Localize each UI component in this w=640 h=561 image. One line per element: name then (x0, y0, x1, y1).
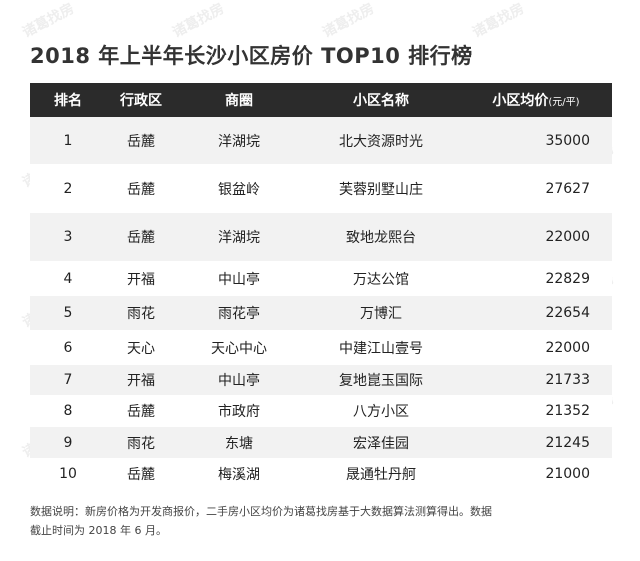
data-note: 数据说明：新房价格为开发商报价，二手房小区均价为诸葛找房基于大数据算法测算得出。… (30, 502, 612, 540)
cell-name: 八方小区 (353, 404, 409, 420)
data-note-line-2: 截止时间为 2018 年 6 月。 (30, 524, 167, 537)
cell-area: 天心中心 (211, 340, 267, 357)
cell-price: 21245 (545, 434, 590, 451)
watermark: 诸葛找房 (19, 0, 77, 42)
watermark: 诸葛找房 (319, 0, 377, 42)
cell-area: 市政府 (218, 404, 260, 420)
cell-area: 洋湖垸 (218, 133, 260, 150)
cell-name: 万达公馆 (353, 271, 409, 288)
cell-price: 35000 (545, 132, 590, 149)
cell-name: 复地崑玉国际 (339, 373, 423, 389)
cell-rank: 5 (63, 305, 73, 321)
header-price-label: 小区均价 (492, 93, 549, 109)
table-row: 4 开福 中山亭 万达公馆 22829 (30, 261, 612, 296)
cell-price: 21733 (545, 372, 590, 388)
cell-name: 宏泽佳园 (353, 435, 409, 452)
cell-district: 天心 (127, 340, 155, 357)
cell-district: 岳麓 (127, 181, 155, 198)
table-row: 9 雨花 东塘 宏泽佳园 21245 (30, 427, 612, 458)
cell-price: 21000 (545, 466, 590, 482)
watermark: 诸葛找房 (169, 0, 227, 42)
cell-district: 岳麓 (127, 467, 155, 483)
cell-name: 中建江山壹号 (339, 340, 423, 357)
header-district: 行政区 (120, 93, 162, 109)
cell-rank: 10 (59, 466, 77, 482)
cell-rank: 6 (63, 339, 73, 356)
table-row: 6 天心 天心中心 中建江山壹号 22000 (30, 330, 612, 365)
watermark: 诸葛找房 (469, 0, 527, 42)
cell-area: 银盆岭 (218, 181, 260, 198)
cell-name: 晟通牡丹舸 (346, 467, 416, 483)
cell-area: 东塘 (225, 435, 253, 452)
table-row: 2 岳麓 银盆岭 芙蓉别墅山庄 27627 (30, 164, 612, 213)
cell-district: 岳麓 (127, 404, 155, 420)
cell-district: 岳麓 (127, 133, 155, 150)
cell-name: 致地龙熙台 (346, 230, 416, 246)
cell-area: 中山亭 (218, 271, 260, 288)
cell-district: 岳麓 (127, 230, 155, 246)
header-price-unit: (元/平) (548, 97, 580, 108)
table-header: 排名 行政区 商圈 小区名称 小区均价(元/平) (30, 83, 612, 117)
cell-rank: 9 (63, 434, 73, 451)
cell-price: 21352 (545, 403, 590, 419)
ranking-table: 排名 行政区 商圈 小区名称 小区均价(元/平) 1 岳麓 洋湖垸 北大资源时光… (30, 83, 612, 490)
header-name: 小区名称 (353, 93, 409, 109)
cell-price: 22654 (545, 305, 590, 321)
table-row: 1 岳麓 洋湖垸 北大资源时光 35000 (30, 117, 612, 164)
cell-rank: 8 (63, 403, 73, 419)
table-row: 7 开福 中山亭 复地崑玉国际 21733 (30, 365, 612, 395)
cell-price: 27627 (545, 180, 590, 197)
cell-rank: 4 (63, 270, 73, 287)
cell-district: 雨花 (127, 306, 155, 322)
cell-area: 梅溪湖 (218, 467, 260, 483)
cell-rank: 1 (63, 132, 73, 149)
cell-rank: 7 (63, 372, 73, 388)
cell-rank: 2 (63, 180, 73, 197)
header-price: 小区均价(元/平) (460, 90, 612, 110)
cell-area: 洋湖垸 (218, 230, 260, 246)
cell-price: 22000 (545, 339, 590, 356)
cell-name: 万博汇 (360, 306, 402, 322)
cell-rank: 3 (63, 229, 73, 245)
table-row: 8 岳麓 市政府 八方小区 21352 (30, 395, 612, 427)
cell-price: 22829 (545, 270, 590, 287)
table-row: 3 岳麓 洋湖垸 致地龙熙台 22000 (30, 213, 612, 261)
page-title: 2018 年上半年长沙小区房价 TOP10 排行榜 (30, 44, 473, 68)
table-row: 10 岳麓 梅溪湖 晟通牡丹舸 21000 (30, 458, 612, 490)
cell-district: 雨花 (127, 435, 155, 452)
cell-name: 芙蓉别墅山庄 (339, 181, 423, 198)
cell-district: 开福 (127, 373, 155, 389)
header-area: 商圈 (225, 93, 253, 109)
cell-area: 雨花亭 (218, 306, 260, 322)
data-note-line-1: 数据说明：新房价格为开发商报价，二手房小区均价为诸葛找房基于大数据算法测算得出。… (30, 505, 492, 518)
cell-area: 中山亭 (218, 373, 260, 389)
table-row: 5 雨花 雨花亭 万博汇 22654 (30, 296, 612, 330)
cell-district: 开福 (127, 271, 155, 288)
cell-price: 22000 (545, 229, 590, 245)
cell-name: 北大资源时光 (339, 133, 423, 150)
header-rank: 排名 (54, 93, 82, 109)
